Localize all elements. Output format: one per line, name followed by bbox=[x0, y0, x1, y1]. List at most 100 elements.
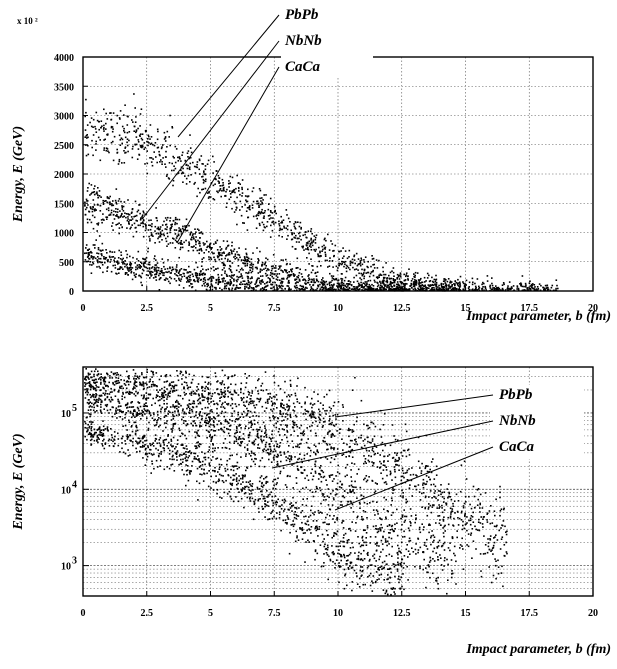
data-point bbox=[296, 237, 299, 240]
data-point bbox=[366, 526, 369, 529]
data-point bbox=[268, 436, 271, 439]
data-point bbox=[316, 271, 319, 273]
data-point bbox=[233, 442, 235, 444]
data-point bbox=[230, 276, 232, 278]
data-point bbox=[173, 390, 176, 392]
data-point bbox=[413, 275, 415, 278]
data-point bbox=[406, 471, 408, 474]
data-point bbox=[280, 405, 282, 407]
data-point bbox=[133, 382, 136, 385]
data-point bbox=[258, 204, 260, 207]
data-point bbox=[118, 158, 121, 161]
data-point bbox=[182, 225, 184, 228]
data-point bbox=[483, 289, 485, 291]
data-point bbox=[97, 252, 100, 255]
data-point bbox=[209, 434, 211, 436]
data-point bbox=[165, 394, 167, 396]
data-point bbox=[111, 399, 114, 401]
data-point bbox=[109, 261, 111, 263]
data-point bbox=[155, 385, 158, 387]
data-point bbox=[388, 453, 391, 456]
data-point bbox=[248, 283, 250, 286]
data-point bbox=[159, 154, 161, 157]
data-point bbox=[372, 422, 375, 425]
data-point bbox=[240, 214, 243, 217]
data-point bbox=[412, 285, 415, 288]
data-point bbox=[134, 394, 137, 397]
data-point bbox=[180, 404, 182, 407]
data-point bbox=[392, 271, 395, 274]
data-point bbox=[300, 285, 303, 288]
data-point bbox=[398, 278, 401, 280]
data-point bbox=[371, 283, 373, 286]
data-point bbox=[306, 248, 309, 250]
data-point bbox=[401, 281, 404, 284]
data-point bbox=[265, 434, 267, 437]
data-point bbox=[420, 288, 422, 290]
data-point bbox=[178, 218, 181, 221]
data-point bbox=[244, 248, 247, 250]
data-point bbox=[332, 414, 334, 417]
data-point bbox=[287, 234, 289, 237]
data-point bbox=[285, 413, 287, 415]
data-point bbox=[189, 392, 191, 395]
data-point bbox=[151, 404, 153, 406]
data-point bbox=[219, 249, 222, 251]
data-point bbox=[293, 421, 296, 424]
data-point bbox=[295, 278, 298, 280]
data-point bbox=[228, 288, 231, 291]
data-point bbox=[351, 429, 353, 431]
data-point bbox=[107, 150, 109, 152]
data-point bbox=[502, 585, 504, 588]
data-point bbox=[106, 409, 109, 412]
data-point bbox=[218, 182, 220, 184]
data-point bbox=[100, 379, 102, 381]
data-point bbox=[440, 288, 443, 290]
data-point bbox=[310, 286, 312, 288]
data-point bbox=[295, 282, 297, 284]
data-point bbox=[217, 392, 219, 395]
data-point bbox=[165, 408, 167, 410]
data-point bbox=[222, 395, 225, 397]
data-point bbox=[92, 261, 94, 264]
data-point bbox=[385, 262, 387, 264]
data-point bbox=[294, 286, 296, 288]
data-point bbox=[153, 144, 156, 147]
data-point bbox=[493, 287, 496, 289]
data-point bbox=[299, 453, 301, 455]
data-point bbox=[101, 254, 103, 257]
data-point bbox=[160, 233, 163, 236]
data-point bbox=[382, 469, 385, 471]
data-point bbox=[305, 410, 308, 412]
data-point bbox=[124, 104, 126, 106]
data-point bbox=[248, 257, 250, 260]
data-point bbox=[141, 272, 144, 275]
data-point bbox=[305, 286, 307, 289]
data-point bbox=[114, 257, 116, 259]
data-point bbox=[212, 400, 215, 402]
data-point bbox=[249, 277, 252, 280]
data-point bbox=[195, 231, 197, 233]
data-point bbox=[338, 262, 340, 265]
data-point bbox=[166, 398, 168, 400]
data-point bbox=[383, 461, 385, 463]
data-point bbox=[296, 289, 298, 291]
data-point bbox=[135, 385, 138, 388]
data-point bbox=[240, 387, 242, 390]
data-point bbox=[447, 547, 450, 549]
data-point bbox=[435, 552, 438, 554]
data-point bbox=[127, 115, 129, 118]
data-point bbox=[451, 510, 454, 513]
data-point bbox=[479, 503, 481, 506]
data-point bbox=[427, 506, 430, 508]
data-point bbox=[418, 280, 420, 282]
data-point bbox=[407, 275, 409, 278]
data-point bbox=[115, 380, 117, 383]
data-point bbox=[255, 404, 258, 406]
data-point bbox=[391, 282, 394, 284]
data-point bbox=[500, 538, 503, 540]
data-point bbox=[557, 287, 559, 290]
data-point bbox=[371, 449, 374, 451]
data-point bbox=[263, 211, 266, 214]
data-point bbox=[495, 498, 497, 501]
